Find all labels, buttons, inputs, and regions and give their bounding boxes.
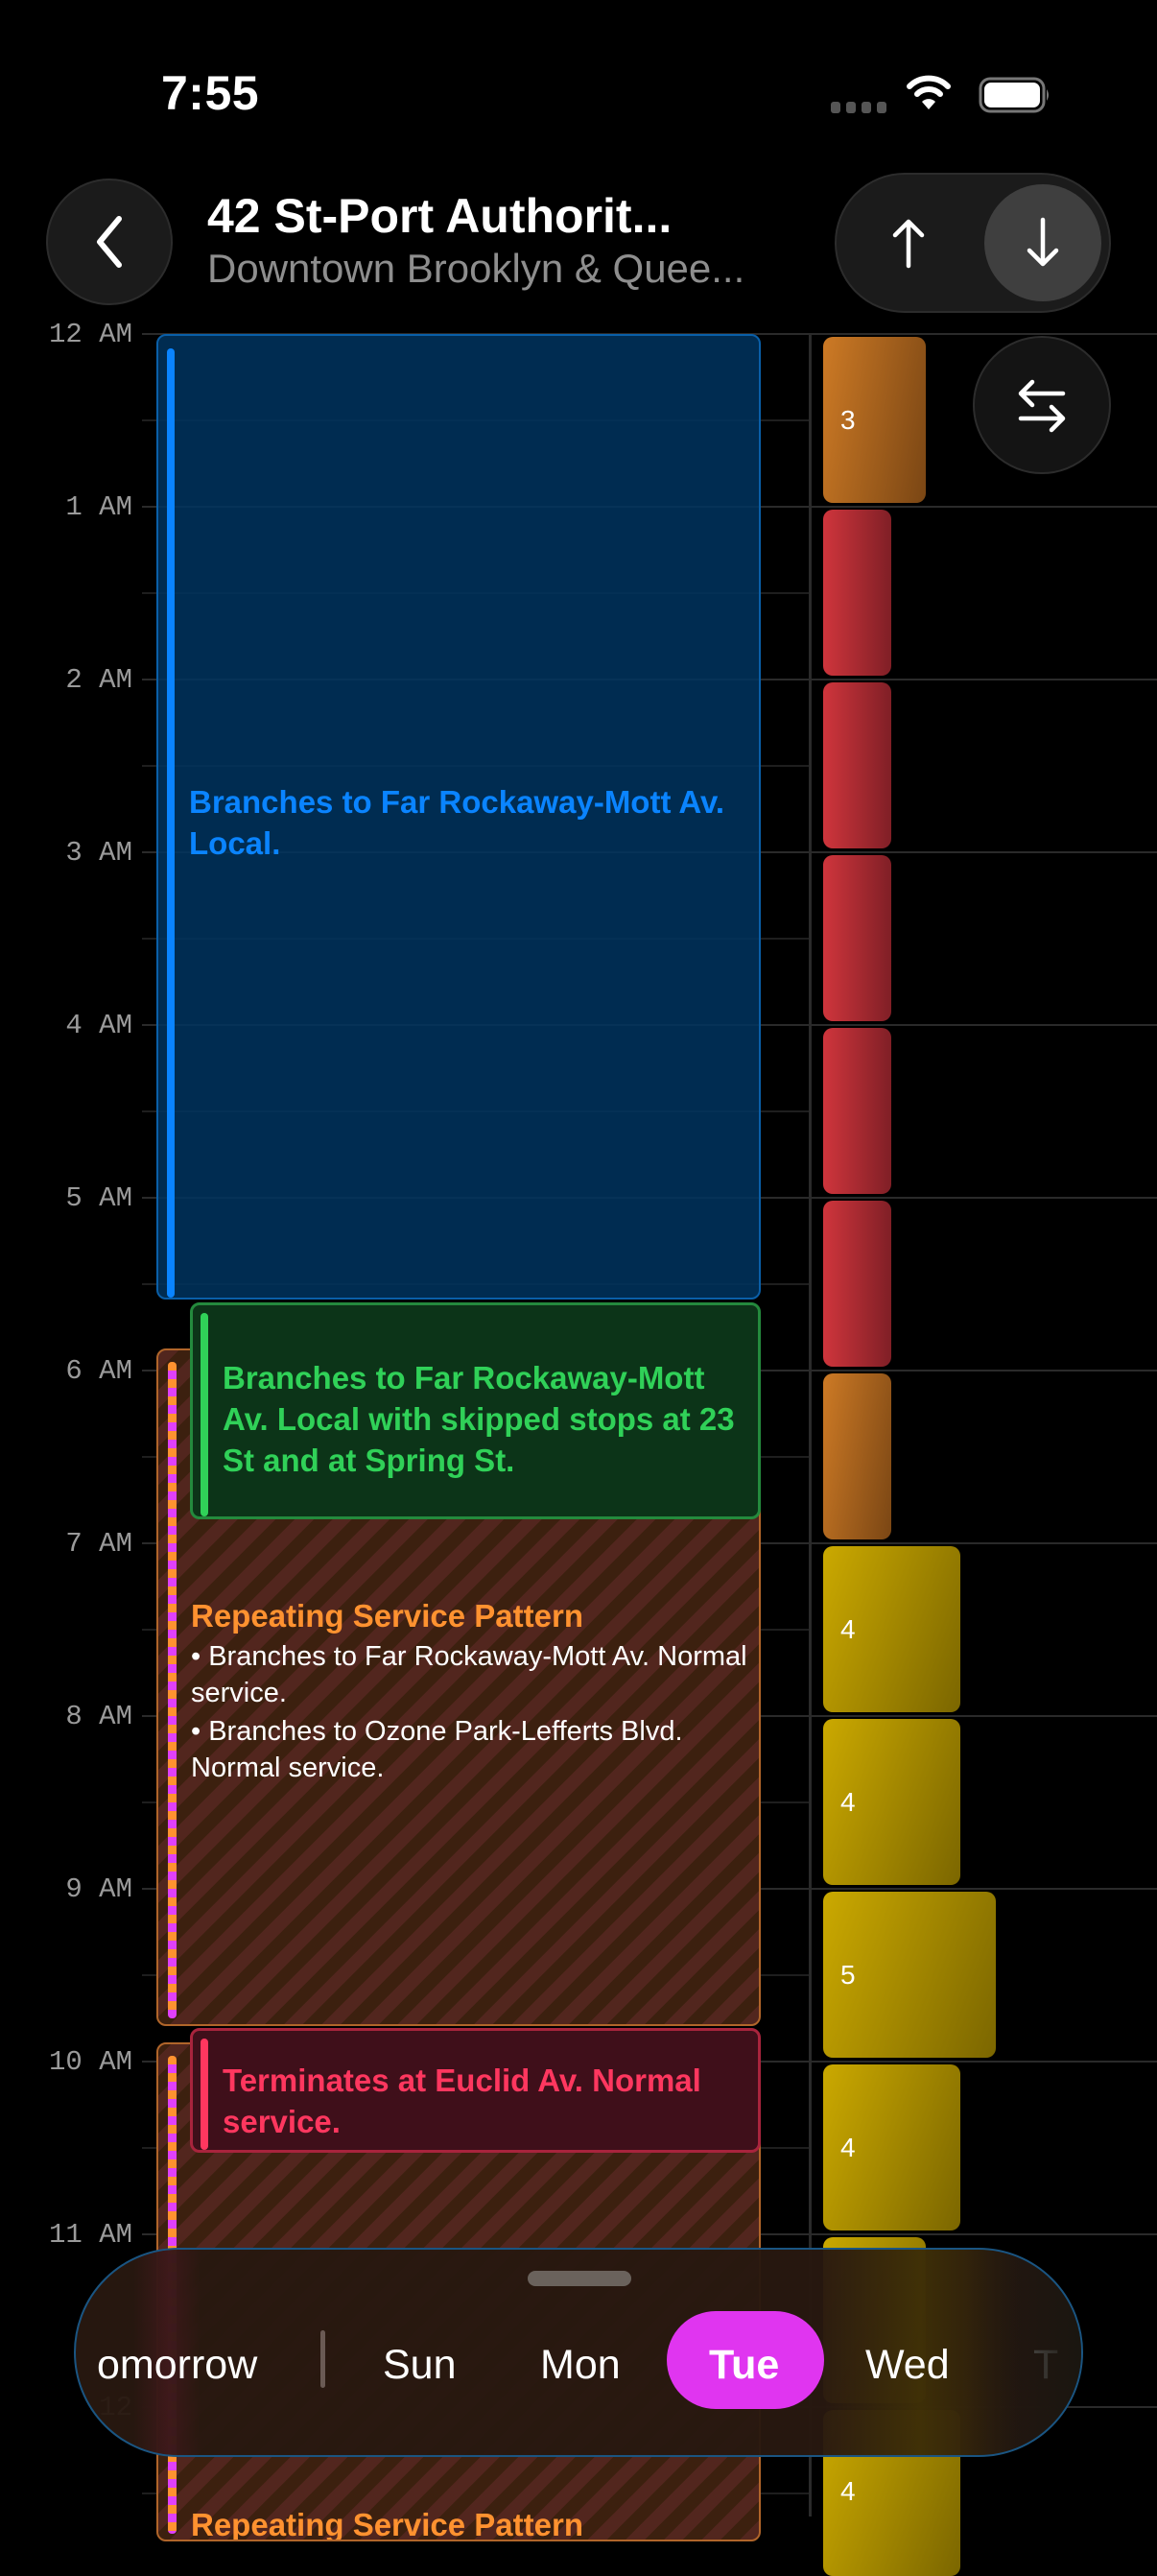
hour-label: 10 AM [48,2046,132,2078]
frequency-bar[interactable]: 4 [823,1546,960,1712]
hour-label: 12 AM [48,319,132,350]
frequency-bar[interactable] [823,1028,891,1194]
event-text: Branches to Far Rockaway-Mott Av. Local … [223,1360,735,1478]
hour-label: 7 AM [65,1528,132,1560]
event-accent-bar [201,2039,208,2150]
event-title: Repeating Service Pattern [191,2507,583,2541]
event-text: Terminates at Euclid Av. Normal service. [223,2063,701,2139]
hour-label: 5 AM [65,1182,132,1214]
event-accent-bar [201,1313,208,1516]
event-text: Branches to Far Rockaway-Mott Av. Local. [189,784,725,861]
column-divider [809,334,812,2516]
day-tab-tue[interactable]: Tue [709,2342,780,2388]
day-tab-sun[interactable]: Sun [383,2342,457,2388]
selected-day-highlight [667,2311,824,2409]
hour-label: 2 AM [65,664,132,696]
event-accent-bar [168,1362,177,2018]
hour-label: 8 AM [65,1701,132,1732]
frequency-bar[interactable] [823,1373,891,1539]
day-picker[interactable]: omorrow Sun Mon Tue Wed T [74,2248,1083,2457]
chevron-left-icon [97,216,122,268]
day-tab-tomorrow[interactable]: omorrow [97,2342,258,2388]
hour-label: 1 AM [65,491,132,523]
battery-icon [979,77,1049,113]
day-tab-wed[interactable]: Wed [865,2342,950,2388]
wifi-icon [907,75,951,109]
event-title: Repeating Service Pattern [191,1598,583,1634]
direction-up-button[interactable] [850,184,967,301]
direction-toggle[interactable] [835,173,1111,313]
frequency-bar[interactable] [823,510,891,676]
hour-label: 3 AM [65,837,132,869]
frequency-bar[interactable] [823,682,891,848]
event-list-item: • Branches to Far Rockaway-Mott Av. Norm… [191,1641,747,1708]
service-event-terminates-euclid[interactable]: Terminates at Euclid Av. Normal service. [190,2028,761,2153]
frequency-bar[interactable]: 4 [823,2064,960,2230]
cellular-signal-icon [831,102,888,115]
direction-down-button[interactable] [984,184,1101,301]
hour-label: 9 AM [65,1873,132,1905]
station-title: 42 St-Port Authorit... [207,189,673,243]
event-list-item: • Branches to Ozone Park-Lefferts Blvd. … [191,1716,683,1783]
drag-handle[interactable] [528,2271,631,2286]
hour-label: 4 AM [65,1010,132,1041]
event-accent-bar [167,348,175,1298]
arrow-up-icon [892,219,925,269]
swap-arrows-icon [1018,379,1066,433]
direction-subtitle: Downtown Brooklyn & Quee... [207,246,745,291]
day-divider [320,2330,325,2388]
frequency-bar[interactable] [823,1201,891,1367]
status-time: 7:55 [161,66,260,120]
frequency-bar[interactable]: 4 [823,1719,960,1885]
frequency-bar[interactable]: 5 [823,1892,996,2058]
back-button[interactable] [46,179,173,305]
swap-direction-button[interactable] [973,336,1111,474]
frequency-bar[interactable]: 3 [823,337,926,503]
frequency-bar[interactable] [823,855,891,1021]
service-event-far-rockaway-local[interactable]: Branches to Far Rockaway-Mott Av. Local. [156,334,761,1300]
hour-label: 11 AM [48,2219,132,2251]
hour-label: 6 AM [65,1355,132,1387]
arrow-down-icon [1027,217,1059,267]
day-tab-mon[interactable]: Mon [540,2342,621,2388]
service-event-skipped-stops[interactable]: Branches to Far Rockaway-Mott Av. Local … [190,1302,761,1519]
